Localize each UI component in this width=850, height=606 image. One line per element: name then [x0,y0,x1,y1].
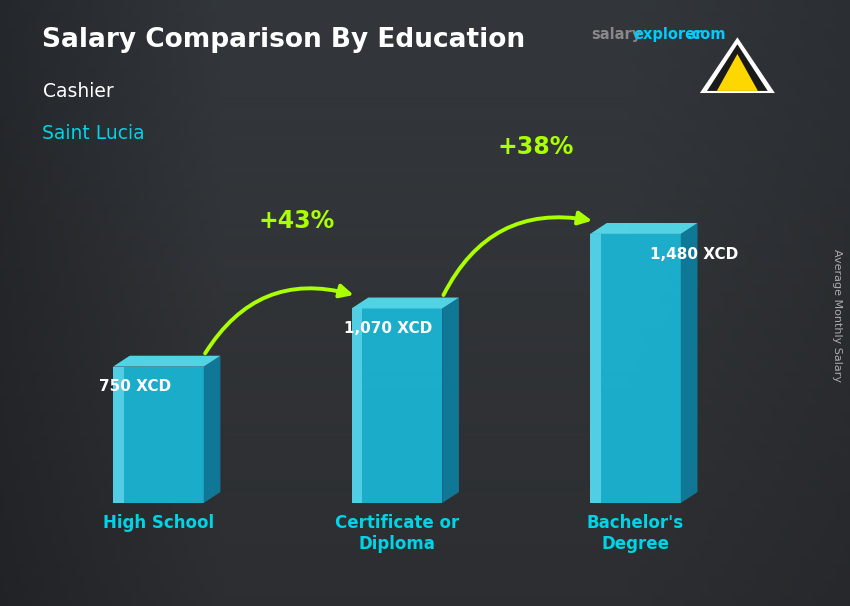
FancyArrowPatch shape [444,213,588,295]
Text: Saint Lucia: Saint Lucia [42,124,145,143]
Polygon shape [352,308,442,503]
Text: Average Monthly Salary: Average Monthly Salary [832,248,842,382]
FancyArrowPatch shape [205,285,349,353]
Polygon shape [352,298,459,308]
Polygon shape [590,234,681,503]
Polygon shape [681,223,698,503]
Text: salary: salary [591,27,641,42]
Text: 750 XCD: 750 XCD [99,379,171,395]
Text: Cashier: Cashier [42,82,113,101]
Polygon shape [113,356,220,367]
Polygon shape [717,54,758,91]
Text: explorer: explorer [633,27,703,42]
Polygon shape [590,234,601,503]
Polygon shape [590,223,698,234]
Polygon shape [113,367,124,503]
Polygon shape [352,308,362,503]
Text: +43%: +43% [258,209,335,233]
Text: 1,480 XCD: 1,480 XCD [649,247,738,262]
Polygon shape [204,356,220,503]
Text: +38%: +38% [497,135,574,159]
Polygon shape [113,367,204,503]
Polygon shape [700,38,775,93]
Text: 1,070 XCD: 1,070 XCD [344,321,433,336]
Polygon shape [442,298,459,503]
Text: .com: .com [687,27,726,42]
Text: Salary Comparison By Education: Salary Comparison By Education [42,27,525,53]
Polygon shape [707,44,768,91]
